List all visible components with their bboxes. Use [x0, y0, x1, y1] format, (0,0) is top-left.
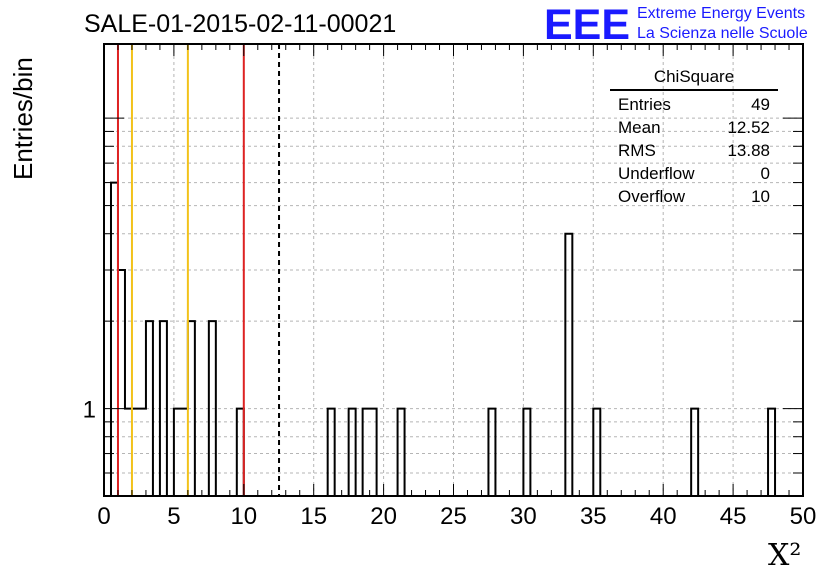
x-tick-label: 10 [230, 503, 257, 530]
x-tick-label: 5 [167, 503, 180, 530]
x-tick-label: 40 [650, 503, 677, 530]
stats-rms-label: RMS [618, 141, 656, 160]
logo-line-2: La Scienza nelle Scuole [637, 25, 808, 42]
x-tick-label: 20 [370, 503, 397, 530]
x-tick-label: 50 [790, 503, 817, 530]
stats-entries-label: Entries [618, 95, 671, 114]
x-tick-label: 35 [580, 503, 607, 530]
stats-title: ChiSquare [610, 67, 778, 91]
stats-row-entries: Entries 49 [610, 93, 778, 116]
stats-row-overflow: Overflow 10 [610, 185, 778, 208]
stats-underflow-value: 0 [760, 164, 770, 183]
stats-underflow-label: Underflow [618, 164, 695, 183]
y-axis-label: Entries/bin [8, 57, 38, 180]
x-tick-label: 25 [440, 503, 467, 530]
eee-logo: EEE [544, 2, 630, 42]
x-tick-label: 0 [97, 503, 110, 530]
stats-row-underflow: Underflow 0 [610, 162, 778, 185]
stats-row-mean: Mean 12.52 [610, 116, 778, 139]
stats-mean-value: 12.52 [727, 118, 770, 137]
y-tick-label: 1 [83, 397, 96, 424]
stats-overflow-label: Overflow [618, 187, 686, 206]
histogram-bin [111, 183, 118, 496]
logo-line-1: Extreme Energy Events [637, 5, 806, 22]
stats-entries-value: 49 [751, 95, 770, 114]
x-tick-label: 30 [510, 503, 537, 530]
eee-logo-mark: EEE [544, 2, 630, 42]
stats-row-rms: RMS 13.88 [610, 139, 778, 162]
x-axis-label: X² [768, 538, 802, 573]
stats-rms-value: 13.88 [727, 141, 770, 160]
x-tick-label: 15 [300, 503, 327, 530]
chart-title: SALE-01-2015-02-11-00021 [84, 10, 397, 38]
histogram-bin [118, 270, 125, 496]
histogram-outline [109, 181, 777, 497]
x-tick-label: 45 [720, 503, 747, 530]
histogram-bin [565, 234, 572, 496]
stats-overflow-value: 10 [751, 187, 770, 206]
stats-box: ChiSquare Entries 49 Mean 12.52 RMS 13.8… [610, 67, 778, 208]
stats-mean-label: Mean [618, 118, 661, 137]
